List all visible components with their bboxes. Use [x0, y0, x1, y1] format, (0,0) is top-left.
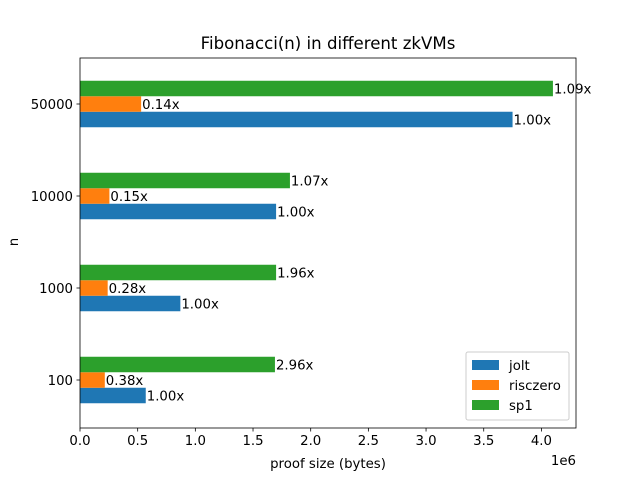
- bar-sp1-50000: [80, 80, 553, 97]
- chart-title: Fibonacci(n) in different zkVMs: [201, 34, 456, 53]
- y-tick-label: 100: [48, 374, 73, 389]
- x-tick-label: 3.5: [473, 434, 494, 449]
- y-tick-label: 1000: [39, 282, 73, 297]
- bar-sp1-1000: [80, 264, 277, 281]
- x-axis-label: proof size (bytes): [270, 457, 386, 472]
- bar-jolt-10000: [80, 203, 277, 220]
- data-label-jolt-50000: 1.00x: [514, 114, 552, 129]
- data-label-risczero-100: 0.38x: [106, 374, 144, 389]
- data-label-sp1-50000: 1.09x: [554, 83, 592, 98]
- legend-swatch-risczero: [472, 380, 499, 390]
- data-label-sp1-10000: 1.07x: [291, 175, 329, 190]
- legend-label-risczero: risczero: [509, 379, 561, 394]
- x-tick-label: 3.0: [415, 434, 436, 449]
- bar-sp1-10000: [80, 172, 290, 189]
- legend-label-sp1: sp1: [509, 399, 533, 414]
- data-label-jolt-1000: 1.00x: [181, 298, 219, 313]
- x-tick-label: 4.0: [531, 434, 552, 449]
- axes-layer: 0.0 0.5 1.0 1.5 2.0 2.5 3.0 3.5 4.0 100 1000 10000 5…: [31, 57, 577, 449]
- legend-label-jolt: jolt: [508, 359, 530, 374]
- x-tick-label: 1.0: [185, 434, 206, 449]
- y-tick-label: 50000: [31, 98, 73, 113]
- plot-frame: [79, 57, 577, 429]
- bar-risczero-10000: [80, 188, 110, 204]
- data-label-sp1-1000: 1.96x: [277, 267, 315, 282]
- data-labels-layer: 1.00x1.00x1.00x1.00x0.38x0.28x0.15x0.14x…: [106, 83, 592, 405]
- bar-risczero-1000: [80, 280, 108, 296]
- x-axis-multiplier: 1e6: [551, 454, 576, 469]
- bar-jolt-50000: [80, 111, 513, 128]
- bars-layer: [80, 80, 553, 404]
- data-label-risczero-1000: 0.28x: [109, 282, 147, 297]
- y-tick-label: 10000: [31, 190, 73, 205]
- bar-jolt-1000: [80, 295, 181, 312]
- legend-swatch-sp1: [472, 400, 499, 410]
- bar-risczero-50000: [80, 96, 142, 112]
- bar-risczero-100: [80, 372, 105, 388]
- data-label-risczero-10000: 0.15x: [110, 190, 148, 205]
- data-label-jolt-100: 1.00x: [147, 390, 185, 405]
- data-label-sp1-100: 2.96x: [276, 359, 314, 374]
- legend-swatch-jolt: [472, 360, 499, 370]
- x-tick-label: 1.5: [242, 434, 263, 449]
- data-label-risczero-50000: 0.14x: [142, 98, 180, 113]
- y-axis-label: n: [7, 238, 22, 246]
- x-tick-label: 0.0: [69, 434, 90, 449]
- x-tick-label: 0.5: [127, 434, 148, 449]
- x-tick-label: 2.0: [300, 434, 321, 449]
- data-label-jolt-10000: 1.00x: [277, 206, 315, 221]
- legend: jolt risczero sp1: [465, 351, 570, 421]
- bar-sp1-100: [80, 356, 275, 373]
- bar-jolt-100: [80, 387, 146, 404]
- x-tick-label: 2.5: [358, 434, 379, 449]
